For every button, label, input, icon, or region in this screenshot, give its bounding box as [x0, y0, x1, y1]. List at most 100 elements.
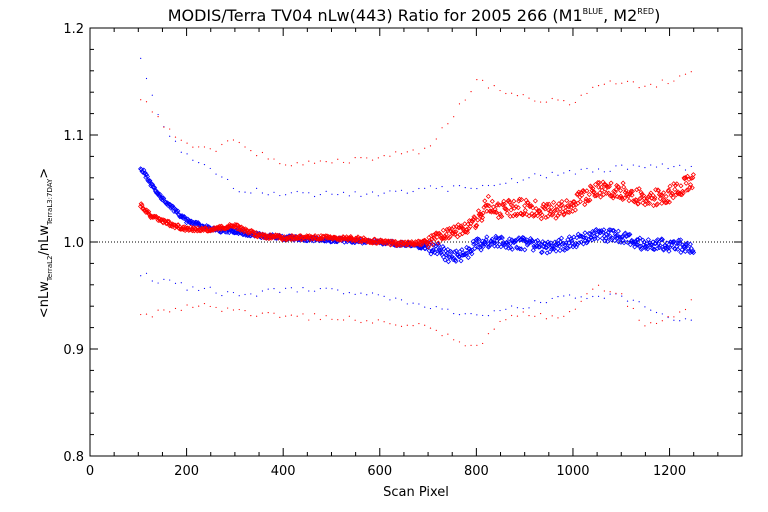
data-point — [537, 242, 544, 248]
spread-point — [209, 305, 211, 308]
data-point — [590, 185, 596, 191]
spread-point — [389, 155, 391, 157]
data-point — [566, 204, 572, 210]
data-point — [236, 224, 242, 230]
spread-point — [360, 195, 362, 198]
data-point — [602, 238, 608, 244]
data-point — [499, 235, 505, 241]
spread-point — [574, 173, 576, 175]
spread-point — [621, 295, 623, 297]
data-point — [663, 193, 669, 200]
spread-point — [429, 307, 432, 310]
data-point — [458, 223, 464, 229]
data-point — [196, 228, 202, 234]
svg-text:MODIS/Terra TV04 nLw(443) Rati: MODIS/Terra TV04 nLw(443) Ratio for 2005… — [168, 6, 661, 25]
spread-point — [261, 151, 264, 154]
spread-point — [342, 319, 345, 321]
data-point — [220, 225, 226, 231]
y-axis-ticks: 0.8 0.9 1.0 1.1 1.2 — [63, 22, 742, 465]
spread-point — [638, 319, 640, 321]
data-point — [633, 197, 639, 204]
data-point — [666, 187, 672, 193]
x-tick-label: 400 — [271, 464, 296, 479]
spread-point — [140, 57, 142, 59]
data-point — [594, 231, 600, 238]
data-point — [446, 225, 452, 232]
data-point — [579, 192, 585, 198]
spread-point — [522, 311, 524, 313]
spread-point — [615, 83, 617, 85]
spread-point — [476, 78, 478, 81]
spread-point — [435, 138, 437, 140]
spread-point — [302, 286, 304, 289]
data-point — [508, 207, 514, 213]
spread-point — [331, 318, 333, 320]
spread-point — [655, 311, 658, 314]
spread-point — [285, 315, 287, 317]
spread-point — [256, 187, 258, 190]
data-point — [558, 203, 564, 209]
data-point — [467, 223, 473, 230]
spread-point — [540, 301, 542, 304]
spread-point — [453, 339, 455, 341]
data-point — [626, 198, 632, 204]
spread-point — [540, 101, 542, 103]
spread-point — [441, 335, 443, 337]
spread-point — [661, 79, 663, 81]
data-point — [147, 178, 153, 184]
spread-point — [174, 282, 177, 284]
x-tick-label: 200 — [174, 464, 199, 479]
data-point — [522, 247, 528, 253]
spread-point — [296, 162, 298, 164]
spread-point — [650, 164, 652, 166]
data-point — [555, 241, 561, 247]
spread-point — [244, 146, 246, 148]
data-point — [440, 244, 446, 250]
spread-point — [447, 308, 449, 310]
spread-point — [256, 154, 258, 157]
spread-point — [400, 325, 403, 327]
data-point — [258, 235, 265, 241]
data-point — [535, 213, 541, 219]
spread-point — [603, 171, 605, 173]
spread-point — [302, 313, 304, 315]
spread-point — [545, 302, 548, 304]
y-tick-label: 1.1 — [63, 129, 84, 144]
data-point — [387, 242, 394, 248]
data-point — [615, 228, 621, 234]
data-point — [416, 242, 423, 248]
spread-point — [615, 165, 617, 167]
spread-point — [563, 172, 565, 174]
spread-point — [568, 169, 571, 172]
data-point — [157, 192, 163, 198]
spread-point — [348, 292, 350, 294]
spread-point — [227, 291, 229, 293]
series-2-upper-spread — [140, 57, 692, 198]
spread-point — [221, 294, 223, 297]
data-point — [684, 187, 690, 193]
data-point — [636, 243, 642, 250]
data-point — [538, 216, 544, 222]
data-point — [430, 241, 436, 248]
spread-point — [661, 163, 663, 165]
spread-point — [256, 295, 258, 297]
spread-point — [186, 153, 188, 155]
spread-point — [232, 309, 235, 311]
spread-point — [482, 342, 484, 345]
data-point — [491, 209, 497, 215]
ylabel-sub1: TerraL2 — [46, 256, 54, 283]
spread-point — [644, 85, 646, 87]
spread-point — [418, 303, 420, 305]
data-point — [610, 228, 616, 234]
title-sup-blue: BLUE — [583, 7, 603, 16]
spread-point — [319, 287, 321, 290]
data-point — [463, 229, 469, 235]
data-point — [602, 186, 608, 192]
data-point — [544, 201, 550, 207]
x-tick-label: 1200 — [653, 464, 686, 479]
data-point — [447, 254, 453, 260]
spread-point — [302, 192, 304, 194]
data-point — [552, 207, 558, 213]
data-point — [570, 199, 576, 205]
x-tick-label: 1000 — [556, 464, 589, 479]
